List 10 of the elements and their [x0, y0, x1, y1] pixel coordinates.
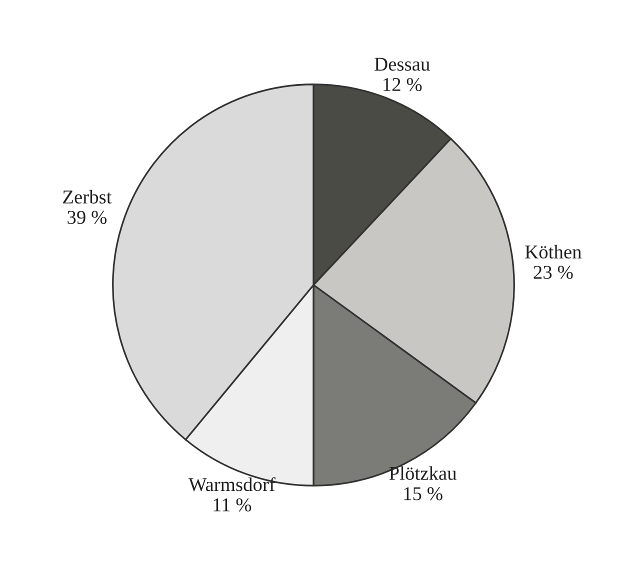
slice-label: Köthen	[525, 244, 582, 259]
slice-label: Plötzkau	[389, 466, 456, 480]
data-label: 23 %	[534, 266, 573, 279]
data-label: 12 %	[384, 78, 422, 92]
data-label: 11 %	[214, 498, 252, 512]
slice-label: Dessau	[374, 58, 430, 71]
data-label: 15 %	[404, 487, 442, 500]
slice-label: Warmsdorf	[188, 477, 276, 492]
data-label: 39 %	[68, 210, 107, 224]
slice-label: Zerbst	[63, 190, 112, 204]
